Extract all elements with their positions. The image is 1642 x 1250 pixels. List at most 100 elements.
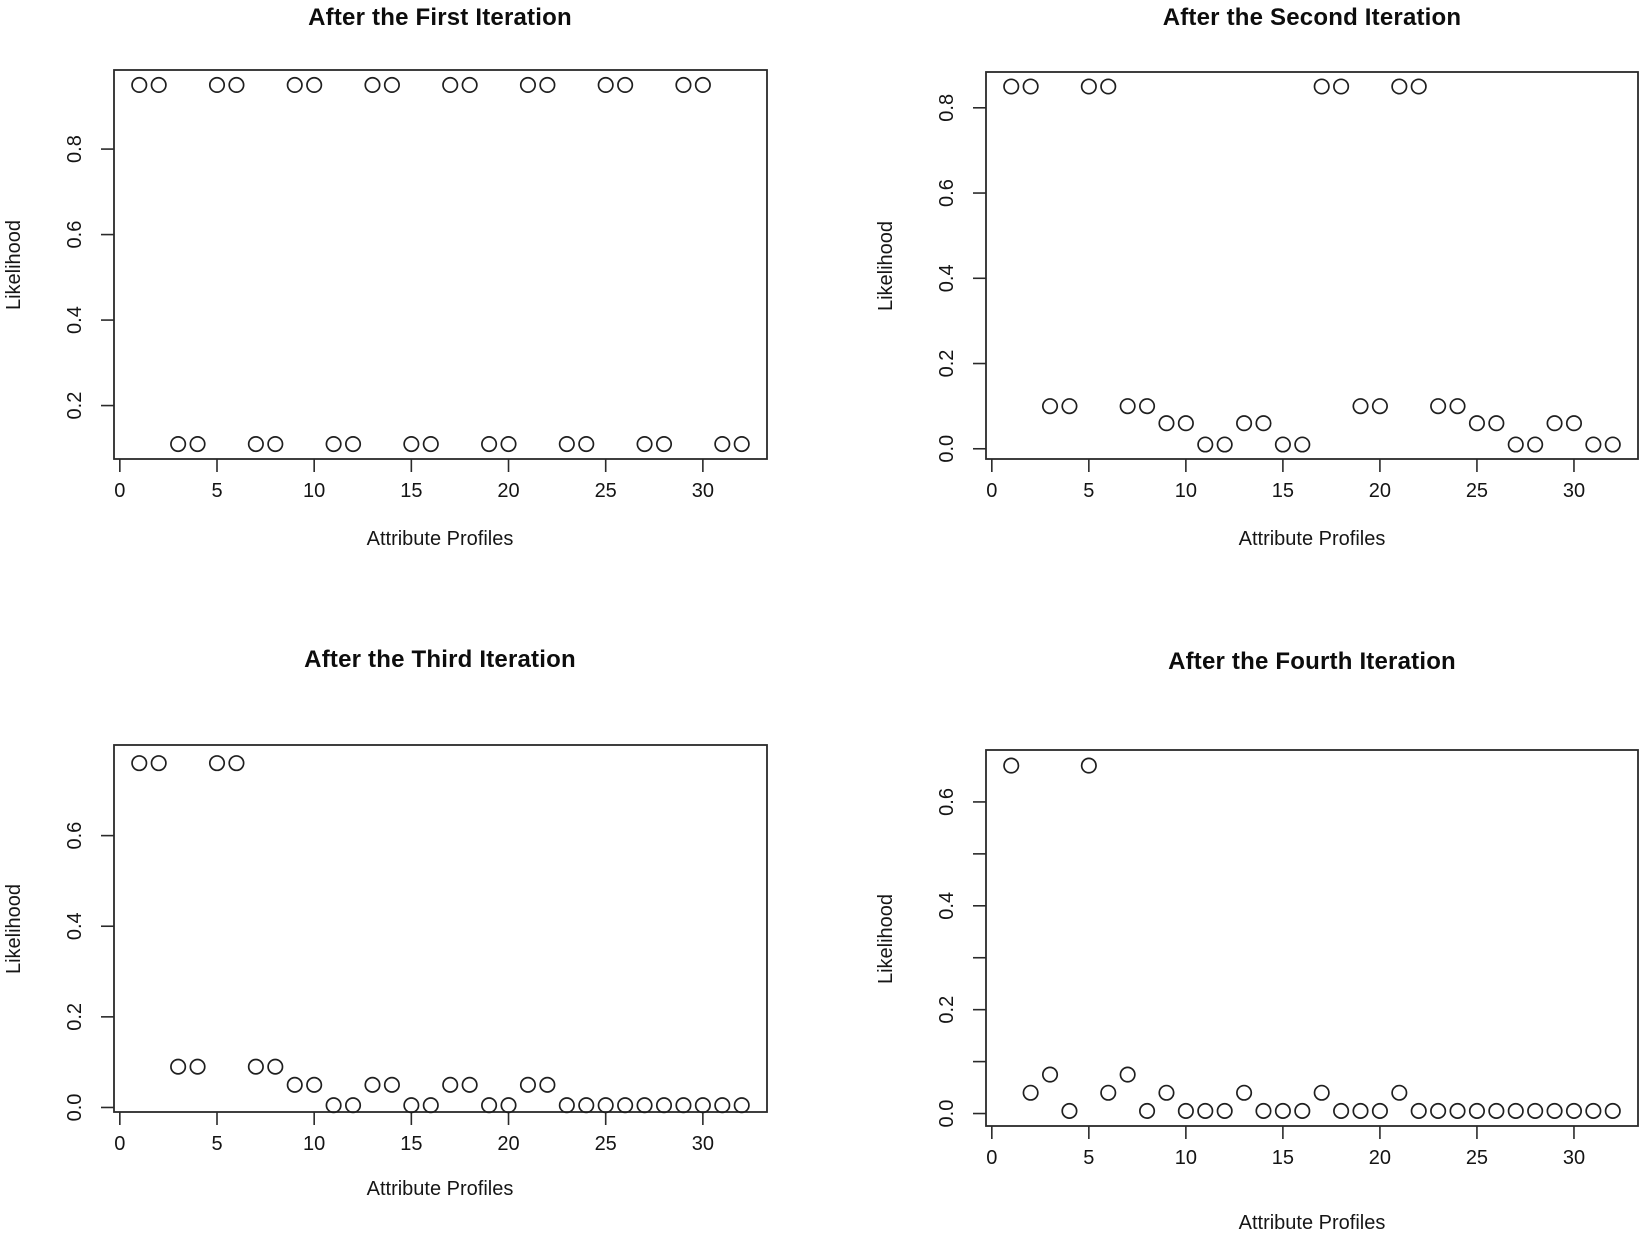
data-point <box>1391 1084 1408 1101</box>
data-point <box>364 76 381 94</box>
data-point <box>578 1097 595 1114</box>
data-point <box>325 435 342 453</box>
data-point <box>131 76 148 94</box>
data-point <box>1100 78 1117 95</box>
data-point <box>733 435 750 453</box>
x-tick-label: 25 <box>1466 1147 1488 1169</box>
data-point <box>617 76 634 94</box>
y-tick-label: 0.2 <box>64 1003 86 1031</box>
data-point <box>286 1076 303 1093</box>
data-point <box>403 435 420 453</box>
data-point <box>539 1076 556 1093</box>
data-point <box>461 76 478 94</box>
data-point <box>558 435 575 453</box>
data-point <box>1041 398 1059 415</box>
x-tick-label: 15 <box>1272 1147 1294 1169</box>
x-tick-label: 30 <box>1563 1147 1585 1169</box>
data-point <box>306 76 323 94</box>
data-point <box>714 435 731 453</box>
data-point <box>1158 1084 1175 1101</box>
data-point <box>1274 436 1291 453</box>
data-point <box>442 1076 459 1093</box>
data-point <box>1352 398 1369 415</box>
x-tick-label: 0 <box>986 480 997 502</box>
y-tick-label: 0.4 <box>936 264 958 292</box>
data-point <box>1216 436 1233 453</box>
data-point <box>422 1097 439 1114</box>
plot-box <box>985 71 1639 460</box>
data-point <box>694 76 711 94</box>
y-tick-label: 0.0 <box>936 435 958 463</box>
x-axis-title: Attribute Profiles <box>1238 528 1386 550</box>
data-point <box>1527 1102 1544 1119</box>
data-point <box>1119 1066 1136 1083</box>
data-point <box>364 1076 381 1093</box>
x-tick-label: 5 <box>211 480 222 502</box>
x-tick-label: 10 <box>1175 1147 1197 1169</box>
data-point <box>636 435 653 453</box>
data-point <box>1177 415 1194 432</box>
data-point <box>1488 1102 1505 1119</box>
x-tick-label: 0 <box>114 1133 125 1155</box>
data-point <box>150 755 167 772</box>
data-point <box>1585 436 1602 453</box>
data-point <box>1488 415 1505 432</box>
x-tick-label: 10 <box>1175 480 1197 502</box>
data-point <box>1255 1102 1272 1119</box>
x-tick-label: 20 <box>1369 1147 1391 1169</box>
data-point <box>1216 1102 1233 1119</box>
data-point <box>500 435 517 453</box>
data-point <box>1022 1084 1039 1101</box>
data-point <box>1333 78 1350 95</box>
data-point <box>344 1097 362 1114</box>
data-point <box>1527 436 1544 453</box>
data-point <box>539 76 556 94</box>
data-point <box>636 1097 653 1114</box>
y-tick-label: 0.0 <box>936 1100 958 1128</box>
data-point <box>1080 78 1097 95</box>
scatter-plot: 0 5 10 15 20 25 30 0.0 0.2 0.4 0.6 0.8 <box>936 71 1639 502</box>
data-point <box>1255 415 1272 432</box>
data-point <box>1139 398 1156 415</box>
data-point <box>1430 398 1447 415</box>
data-point <box>1604 1102 1621 1119</box>
data-point <box>1468 1102 1485 1119</box>
x-tick-label: 25 <box>595 480 617 502</box>
data-point <box>422 435 439 453</box>
y-tick-label: 0.2 <box>64 392 86 420</box>
data-point <box>1546 1102 1563 1119</box>
data-point <box>1371 1102 1388 1119</box>
data-point <box>1565 415 1583 432</box>
data-point <box>1294 1102 1311 1119</box>
data-point <box>1468 415 1485 432</box>
data-point <box>228 76 245 94</box>
data-point <box>1604 436 1621 453</box>
data-point <box>1177 1102 1194 1119</box>
y-tick-label: 0.4 <box>936 892 958 920</box>
chart-title: After the Fourth Iteration <box>1168 648 1456 675</box>
data-point <box>1313 78 1330 95</box>
data-point <box>383 1076 400 1093</box>
data-point <box>655 435 673 453</box>
data-point <box>208 755 226 772</box>
data-point <box>1294 436 1311 453</box>
data-point <box>1352 1102 1369 1119</box>
data-point <box>325 1097 342 1114</box>
data-point <box>1585 1102 1602 1119</box>
data-point <box>481 1097 498 1114</box>
data-point <box>1061 398 1078 415</box>
plot-box <box>113 69 768 460</box>
data-point <box>1080 757 1097 774</box>
data-point <box>247 435 264 453</box>
data-point <box>170 435 187 453</box>
data-point <box>131 755 148 772</box>
data-point <box>189 1058 206 1075</box>
data-point <box>403 1097 420 1114</box>
data-point <box>461 1076 478 1093</box>
data-point <box>597 76 614 94</box>
plot-box <box>113 744 768 1113</box>
y-tick-label: 0.4 <box>64 306 86 334</box>
data-point <box>1158 415 1175 432</box>
